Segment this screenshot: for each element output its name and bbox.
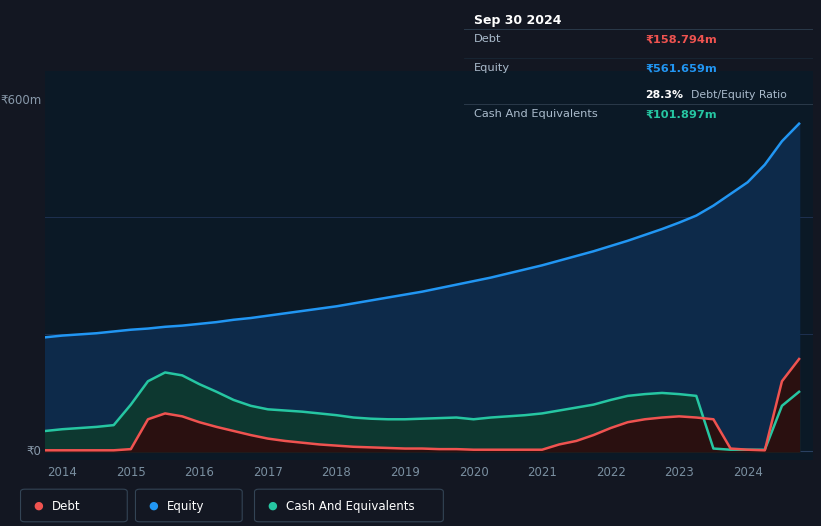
- Text: ●: ●: [149, 501, 158, 511]
- Text: Equity: Equity: [475, 63, 511, 73]
- Text: Debt/Equity Ratio: Debt/Equity Ratio: [690, 90, 787, 100]
- Text: Debt: Debt: [52, 500, 80, 512]
- Text: ₹101.897m: ₹101.897m: [645, 109, 717, 119]
- Text: Cash And Equivalents: Cash And Equivalents: [286, 500, 415, 512]
- Text: ●: ●: [268, 501, 277, 511]
- Text: ₹600m: ₹600m: [0, 94, 41, 107]
- Text: 28.3%: 28.3%: [645, 90, 683, 100]
- Text: ₹0: ₹0: [26, 445, 41, 458]
- Text: Cash And Equivalents: Cash And Equivalents: [475, 109, 598, 119]
- Text: Equity: Equity: [167, 500, 204, 512]
- Text: ₹158.794m: ₹158.794m: [645, 34, 717, 44]
- Text: Sep 30 2024: Sep 30 2024: [475, 14, 562, 27]
- Text: Debt: Debt: [475, 34, 502, 44]
- Text: ●: ●: [34, 501, 44, 511]
- Text: ₹561.659m: ₹561.659m: [645, 63, 717, 73]
